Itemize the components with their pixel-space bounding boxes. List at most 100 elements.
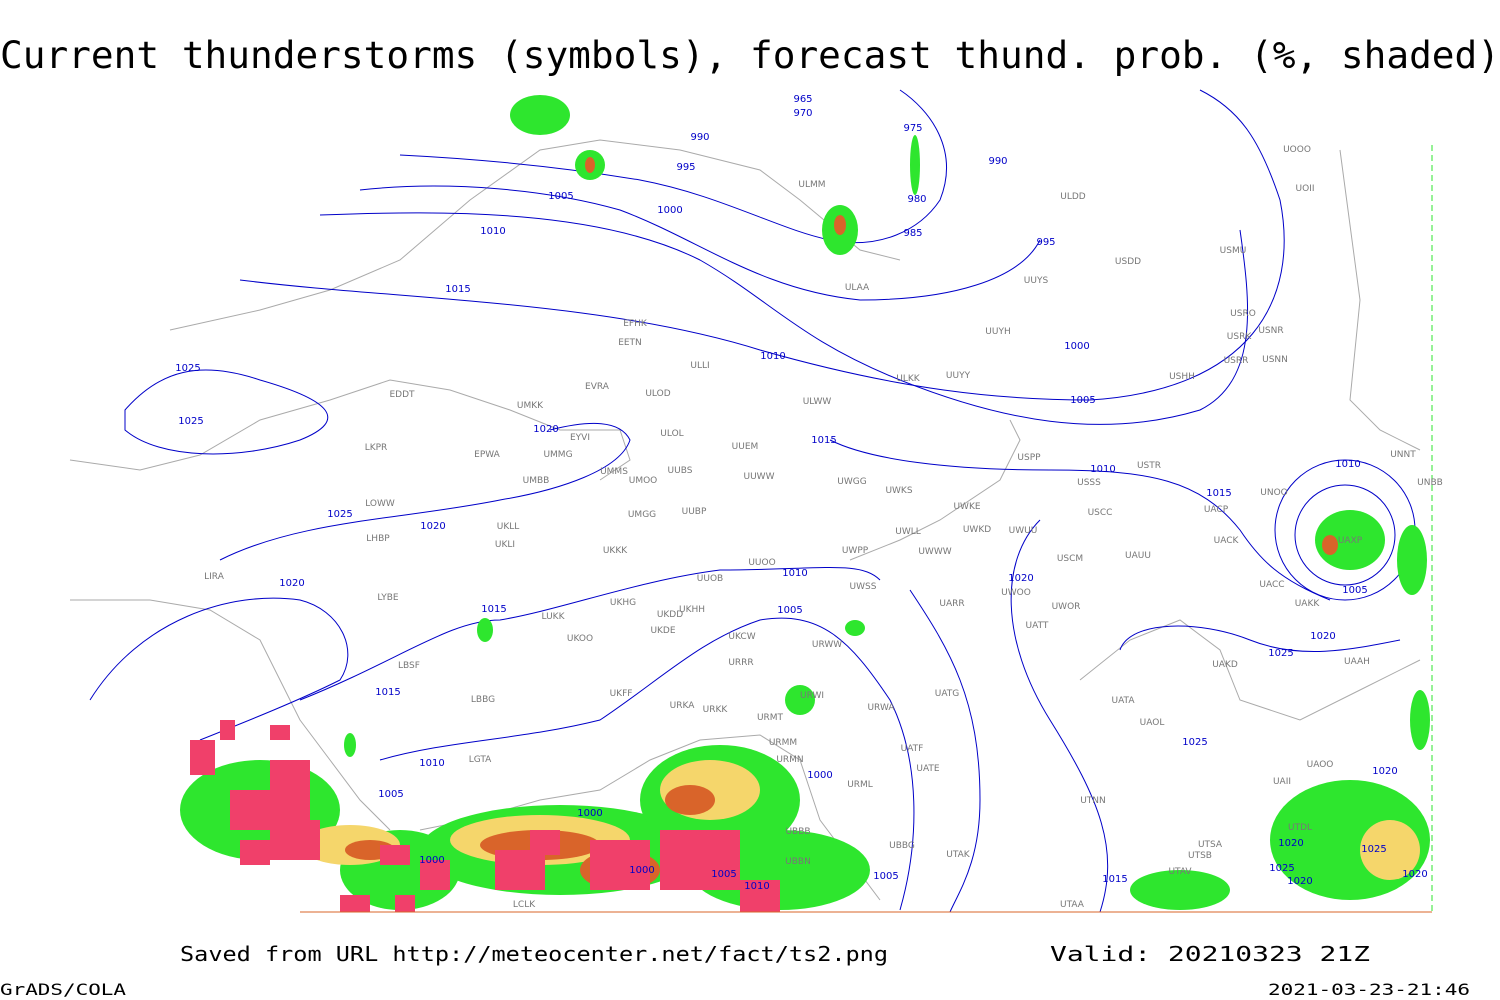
station-label: UMBB — [523, 476, 550, 486]
isobar-label: 1015 — [375, 687, 400, 698]
station-label: URKA — [670, 701, 696, 711]
station-label: UUYS — [1024, 276, 1049, 286]
isobar-label: 1015 — [1102, 874, 1127, 885]
isobar-label: 1020 — [1310, 631, 1335, 642]
isobar-label: 1025 — [1268, 648, 1293, 659]
station-label: UUBS — [668, 466, 693, 476]
isobar-label: 995 — [676, 162, 695, 173]
station-label: UAOO — [1307, 760, 1334, 770]
station-label: UWWW — [918, 547, 951, 557]
station-label: URML — [847, 780, 873, 790]
station-label: UUYY — [946, 371, 971, 381]
isobar-label: 990 — [690, 132, 709, 143]
isobar-label: 1005 — [378, 789, 403, 800]
station-label: USRR — [1224, 356, 1249, 366]
station-label: UKOO — [567, 634, 593, 644]
station-label: USMU — [1220, 246, 1247, 256]
station-label: UUOO — [748, 558, 775, 568]
station-label: UACK — [1214, 536, 1240, 546]
station-label: URMT — [757, 713, 784, 723]
station-label: UTDL — [1288, 823, 1312, 833]
station-label: UAUU — [1125, 551, 1151, 561]
isobar-label: 1020 — [533, 424, 558, 435]
station-label: UATA — [1111, 696, 1135, 706]
isobar-label: 1005 — [711, 869, 736, 880]
isobar-label: 1010 — [419, 758, 444, 769]
station-label: UMGG — [628, 510, 656, 520]
station-label: UTNN — [1080, 796, 1106, 806]
isobar-label: 1020 — [1008, 573, 1033, 584]
station-label: LIRA — [204, 572, 225, 582]
isobar-label: 1025 — [175, 363, 200, 374]
station-label: UWKD — [963, 525, 991, 535]
station-label: UMKK — [517, 401, 544, 411]
isobar-label: 1005 — [548, 191, 573, 202]
coastlines — [69, 139, 1421, 901]
station-label: UKDD — [657, 610, 683, 620]
isobar-label: 980 — [907, 194, 926, 205]
station-label: USRO — [1230, 309, 1256, 319]
station-label: UACC — [1259, 580, 1284, 590]
station-label: UWOO — [1001, 588, 1031, 598]
isobar-label: 1020 — [1372, 766, 1397, 777]
isobar-label: 1000 — [419, 855, 444, 866]
isobar-label: 1020 — [1402, 869, 1427, 880]
station-label: URWI — [800, 691, 824, 701]
isobar-label: 1015 — [481, 604, 506, 615]
isobar-label: 1000 — [577, 808, 602, 819]
isobar-label: 1005 — [777, 605, 802, 616]
station-label: UOII — [1296, 184, 1315, 194]
station-label: EPWA — [474, 450, 501, 460]
station-label: UNBB — [1417, 478, 1443, 488]
station-label: UNOO — [1260, 488, 1288, 498]
station-label: EFHK — [623, 319, 648, 329]
station-label: UAKK — [1295, 599, 1321, 609]
station-label: UUEM — [732, 442, 759, 452]
station-label: EYVI — [570, 433, 590, 443]
station-label: UUOB — [697, 574, 723, 584]
station-label: USCC — [1088, 508, 1113, 518]
station-label: UWSS — [850, 582, 877, 592]
station-label: URKK — [703, 705, 729, 715]
isobar-label: 1000 — [1064, 341, 1089, 352]
isobar-label: 1015 — [811, 435, 836, 446]
station-label: UATE — [916, 764, 940, 774]
software: GrADS/COLA — [0, 980, 126, 999]
station-label: UKDE — [650, 626, 675, 636]
isobar-label: 1020 — [420, 521, 445, 532]
station-label: UARR — [939, 599, 964, 609]
timestamp: 2021-03-23-21:46 — [1268, 980, 1470, 999]
station-label: EDDT — [389, 390, 415, 400]
station-label: USRK — [1227, 332, 1253, 342]
isobar-label: 975 — [903, 123, 922, 134]
isobar-label: 1025 — [1269, 863, 1294, 874]
station-label: EVRA — [585, 382, 610, 392]
station-label: UAII — [1273, 777, 1291, 787]
isobar-label: 1010 — [1335, 459, 1360, 470]
station-label: LHBP — [366, 534, 390, 544]
station-label: UAXP — [1338, 536, 1363, 546]
station-label: UMMS — [600, 467, 628, 477]
station-label: LUKK — [542, 612, 566, 622]
station-label: LKPR — [365, 443, 388, 453]
valid-time: Valid: 20210323 21Z — [1050, 942, 1370, 966]
isobar-label: 1020 — [1287, 876, 1312, 887]
station-label: UKFF — [610, 689, 633, 699]
isobar-label: 995 — [1036, 237, 1055, 248]
station-label: UKCW — [728, 632, 755, 642]
station-label: UUYH — [985, 327, 1010, 337]
isobars — [89, 89, 1416, 913]
isobar-label: 1010 — [760, 351, 785, 362]
isobar-label: 970 — [793, 108, 812, 119]
station-label: LCLK — [513, 900, 536, 910]
station-label: USPP — [1017, 453, 1041, 463]
station-label: UBBB — [785, 827, 810, 837]
isobar-label: 1025 — [1361, 844, 1386, 855]
isobar-label: 1010 — [744, 881, 769, 892]
isobar-label: 1010 — [1090, 464, 1115, 475]
station-label: UTAV — [1168, 867, 1192, 877]
isobar-label: 1000 — [629, 865, 654, 876]
station-label: UKHH — [679, 605, 705, 615]
isobar-label: 1000 — [657, 205, 682, 216]
